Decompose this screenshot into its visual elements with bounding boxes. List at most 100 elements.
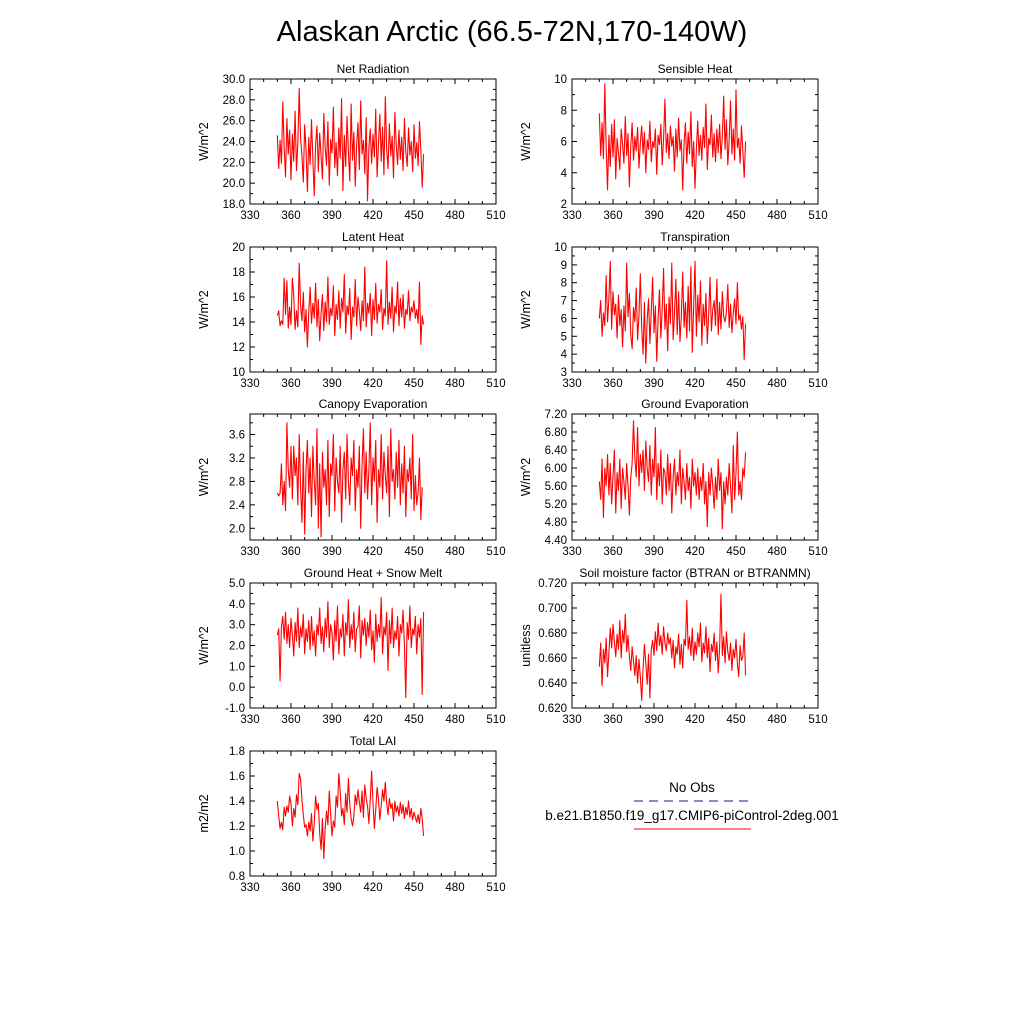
y-tick-label: 0.680 bbox=[538, 628, 567, 640]
y-tick-label: 6 bbox=[561, 313, 567, 325]
y-tick-label: 5.0 bbox=[229, 578, 245, 590]
y-tick-label: 2.4 bbox=[229, 500, 246, 512]
x-tick-label: 330 bbox=[562, 378, 581, 390]
x-tick-label: 450 bbox=[404, 378, 423, 390]
y-tick-label: 1.6 bbox=[229, 771, 245, 783]
y-tick-label: 12 bbox=[232, 342, 245, 354]
y-tick-label: 4 bbox=[561, 168, 568, 180]
panel-title: Ground Heat + Snow Melt bbox=[304, 566, 443, 580]
x-tick-label: 480 bbox=[445, 714, 464, 726]
y-axis-label: W/m^2 bbox=[519, 458, 533, 497]
y-tick-label: 6.40 bbox=[545, 445, 567, 457]
x-tick-label: 420 bbox=[363, 714, 382, 726]
y-tick-label: 4.80 bbox=[545, 517, 567, 529]
x-tick-label: 330 bbox=[562, 210, 581, 222]
x-tick-label: 510 bbox=[486, 882, 505, 894]
x-tick-label: 480 bbox=[767, 546, 786, 558]
y-tick-label: 28.0 bbox=[223, 95, 245, 107]
series-line bbox=[276, 260, 425, 348]
panel-5: Canopy Evaporation W/m^2 330 360 390 420 450 48… bbox=[197, 397, 506, 558]
panel-title: Sensible Heat bbox=[658, 62, 733, 76]
y-tick-label: 10 bbox=[554, 242, 567, 254]
x-tick-label: 510 bbox=[808, 210, 827, 222]
x-tick-label: 390 bbox=[644, 378, 663, 390]
x-tick-label: 390 bbox=[322, 378, 341, 390]
x-tick-label: 390 bbox=[322, 714, 341, 726]
y-tick-label: 3 bbox=[561, 367, 567, 379]
panel-8: Soil moisture factor (BTRAN or BTRANMN) u… bbox=[519, 566, 828, 726]
panel-7: Ground Heat + Snow Melt W/m^2 330 360 390 420… bbox=[197, 566, 506, 726]
y-tick-label: 2.0 bbox=[229, 523, 245, 535]
series-line bbox=[276, 770, 425, 860]
series-line bbox=[276, 597, 425, 699]
y-tick-label: 6.80 bbox=[545, 427, 567, 439]
x-tick-label: 480 bbox=[767, 714, 786, 726]
x-tick-label: 390 bbox=[322, 882, 341, 894]
x-tick-label: 390 bbox=[322, 210, 341, 222]
x-tick-label: 360 bbox=[281, 714, 300, 726]
x-tick-label: 450 bbox=[404, 882, 423, 894]
y-tick-label: 1.0 bbox=[229, 661, 245, 673]
y-tick-label: 26.0 bbox=[223, 116, 245, 128]
x-tick-label: 510 bbox=[808, 714, 827, 726]
panel-grid: Net Radiation W/m^2 330 360 390 420 450 480 510 1… bbox=[197, 62, 828, 894]
y-tick-label: 7 bbox=[561, 296, 567, 308]
x-tick-label: 510 bbox=[486, 210, 505, 222]
y-tick-label: 0.640 bbox=[538, 678, 567, 690]
x-tick-label: 450 bbox=[404, 546, 423, 558]
y-tick-label: 0.620 bbox=[538, 703, 567, 715]
y-tick-label: 10 bbox=[232, 367, 245, 379]
plot-frame bbox=[249, 582, 497, 709]
x-tick-label: 330 bbox=[240, 210, 259, 222]
y-tick-label: 24.0 bbox=[223, 137, 245, 149]
figure-title: Alaskan Arctic (66.5-72N,170-140W) bbox=[277, 16, 748, 48]
x-tick-label: 480 bbox=[445, 210, 464, 222]
x-tick-label: 330 bbox=[240, 546, 259, 558]
x-tick-label: 330 bbox=[240, 882, 259, 894]
x-tick-label: 420 bbox=[363, 882, 382, 894]
x-tick-label: 390 bbox=[644, 210, 663, 222]
legend-label-model: b.e21.B1850.f19_g17.CMIP6-piControl-2deg… bbox=[545, 808, 838, 823]
y-tick-label: -1.0 bbox=[225, 703, 245, 715]
panel-title: Soil moisture factor (BTRAN or BTRANMN) bbox=[579, 566, 810, 580]
x-tick-label: 450 bbox=[404, 714, 423, 726]
x-tick-label: 360 bbox=[603, 714, 622, 726]
y-tick-label: 2.0 bbox=[229, 641, 245, 653]
y-axis-label: W/m^2 bbox=[519, 122, 533, 161]
panel-1: Net Radiation W/m^2 330 360 390 420 450 480 510 1… bbox=[197, 62, 506, 222]
y-tick-label: 5.60 bbox=[545, 481, 567, 493]
y-tick-label: 5.20 bbox=[545, 499, 567, 511]
x-tick-label: 360 bbox=[603, 546, 622, 558]
y-tick-label: 4.0 bbox=[229, 599, 245, 611]
panel-2: Sensible Heat W/m^2 330 360 390 420 450 480 510 2… bbox=[519, 62, 828, 222]
y-tick-label: 22.0 bbox=[223, 157, 245, 169]
y-tick-label: 4.40 bbox=[545, 535, 567, 547]
x-tick-label: 420 bbox=[363, 546, 382, 558]
x-tick-label: 390 bbox=[322, 546, 341, 558]
panel-title: Latent Heat bbox=[342, 230, 405, 244]
x-tick-label: 420 bbox=[685, 378, 704, 390]
y-tick-label: 3.2 bbox=[229, 453, 245, 465]
x-tick-label: 450 bbox=[404, 210, 423, 222]
y-axis-label: unitless bbox=[519, 624, 533, 666]
x-tick-label: 450 bbox=[726, 210, 745, 222]
y-tick-label: 3.6 bbox=[229, 430, 245, 442]
x-tick-label: 360 bbox=[603, 378, 622, 390]
y-tick-label: 0.660 bbox=[538, 653, 567, 665]
y-tick-label: 3.0 bbox=[229, 620, 245, 632]
x-tick-label: 360 bbox=[281, 210, 300, 222]
x-tick-label: 510 bbox=[808, 546, 827, 558]
x-tick-label: 480 bbox=[445, 882, 464, 894]
y-tick-label: 7.20 bbox=[545, 409, 567, 421]
panel-title: Net Radiation bbox=[337, 62, 410, 76]
x-tick-label: 510 bbox=[486, 546, 505, 558]
series-line bbox=[598, 593, 747, 702]
x-tick-label: 360 bbox=[281, 882, 300, 894]
y-tick-label: 20.0 bbox=[223, 178, 245, 190]
x-tick-label: 420 bbox=[363, 210, 382, 222]
y-axis-label: W/m^2 bbox=[197, 458, 211, 497]
x-tick-label: 330 bbox=[240, 714, 259, 726]
x-tick-label: 480 bbox=[445, 546, 464, 558]
